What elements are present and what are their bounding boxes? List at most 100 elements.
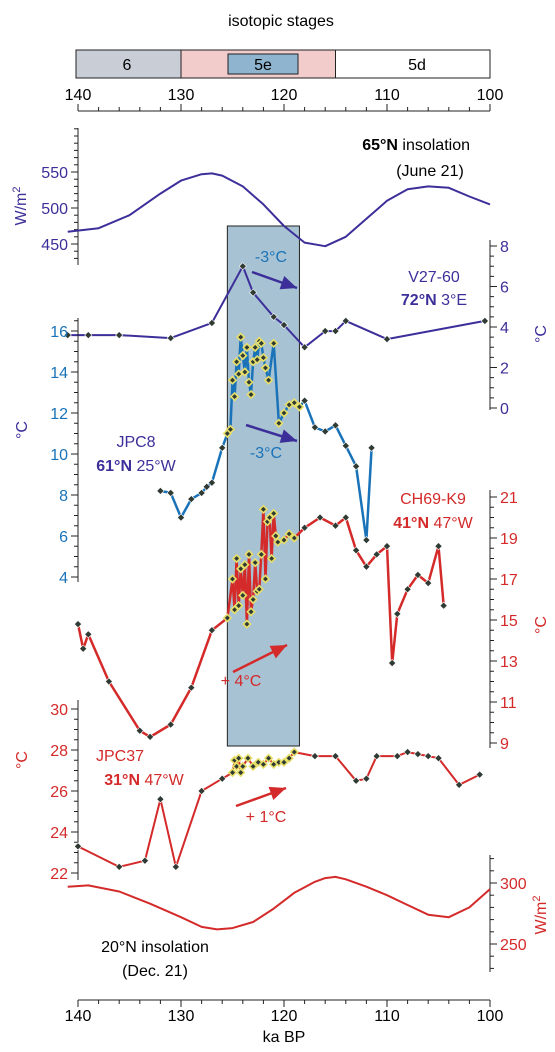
stage-label-5e: 5e bbox=[254, 57, 272, 74]
jpc8-data-point bbox=[240, 367, 250, 377]
ch69-name: CH69-K9 bbox=[400, 491, 466, 508]
jpc8-data-point bbox=[166, 488, 175, 497]
ch69-tick-label: 9 bbox=[500, 736, 509, 753]
jpc8-tick-label: 16 bbox=[50, 324, 68, 341]
insolation20-label: 20°N insolation (Dec. 21) bbox=[101, 939, 209, 980]
jpc8-data-point bbox=[246, 389, 256, 400]
v2760-label: V27-60 72°N 3°E bbox=[401, 269, 467, 309]
jpc8-data-point bbox=[242, 342, 252, 353]
jpc37-data-point bbox=[279, 757, 289, 768]
jpc8-label: JPC8 61°N 25°W bbox=[96, 434, 176, 475]
jpc8-arrow-head bbox=[279, 429, 297, 443]
time-tick-label: 100 bbox=[477, 1008, 504, 1025]
jpc37-arrow-head bbox=[268, 786, 286, 801]
jpc8-data-point bbox=[268, 338, 279, 349]
jpc8-data-point bbox=[362, 536, 371, 545]
insolation20-unit: W/m2 bbox=[531, 896, 550, 935]
ch69-data-point bbox=[372, 550, 381, 559]
insolation65-unit-sup: 2 bbox=[11, 187, 23, 193]
ch69-data-point bbox=[242, 619, 252, 629]
ch69-data-point bbox=[231, 553, 242, 564]
ch69-data-point bbox=[289, 533, 300, 543]
insolation65-word: insolation bbox=[398, 137, 470, 154]
time-tick-label: 120 bbox=[271, 87, 298, 104]
jpc8-data-point bbox=[258, 352, 269, 363]
v2760-data-point bbox=[249, 288, 258, 297]
v2760-data-point bbox=[115, 331, 124, 340]
jpc37-data-point bbox=[263, 753, 274, 763]
jpc8-data-point bbox=[263, 375, 274, 385]
jpc37-data-point bbox=[289, 747, 300, 757]
insolation20-line2: (Dec. 21) bbox=[122, 963, 188, 980]
jpc37-name: JPC37 bbox=[96, 748, 144, 765]
ch69-data-point bbox=[439, 601, 448, 610]
shaded-interval bbox=[226, 225, 300, 747]
insolation20-unit-main: W/m bbox=[533, 902, 550, 935]
ch69-data-point bbox=[73, 620, 83, 629]
ch69-data-point bbox=[413, 570, 422, 579]
jpc8-data-point bbox=[229, 391, 240, 402]
v2760-data-point bbox=[166, 334, 175, 343]
ch69-data-point bbox=[300, 523, 309, 532]
ch69-data-point bbox=[233, 600, 244, 611]
jpc8-data-point bbox=[244, 377, 254, 387]
time-tick-label: 130 bbox=[168, 1008, 195, 1025]
jpc37-data-point bbox=[156, 795, 165, 804]
svg-text:31°N 47°W: 31°N 47°W bbox=[104, 772, 184, 789]
ch69-data-point bbox=[250, 557, 260, 568]
ch69-data-point bbox=[104, 677, 113, 686]
jpc37-data-point bbox=[455, 780, 464, 789]
svg-text:W/m2: W/m2 bbox=[11, 187, 30, 226]
jpc8-data-point bbox=[207, 478, 216, 487]
jpc8-data-point bbox=[321, 427, 330, 436]
jpc8-lat: 61°N bbox=[96, 458, 132, 475]
jpc8-data-point bbox=[176, 513, 186, 522]
insolation65-tick-label: 550 bbox=[41, 165, 68, 182]
insolation20-series-line bbox=[67, 875, 491, 931]
isotopic-stages-title: isotopic stages bbox=[228, 13, 334, 30]
jpc8-data-point bbox=[218, 443, 227, 452]
jpc8-tick-label: 8 bbox=[59, 488, 68, 505]
ch69-data-point bbox=[382, 542, 392, 551]
jpc37-data-point bbox=[413, 750, 422, 759]
jpc8-data-point bbox=[279, 408, 289, 418]
jpc8-data-point bbox=[187, 495, 196, 504]
insolation65-unit: W/m2 bbox=[11, 187, 30, 226]
jpc37-tick-label: 28 bbox=[50, 743, 68, 760]
jpc8-tick-label: 12 bbox=[50, 406, 68, 423]
v2760-panel: 0 2 4 6 8 bbox=[63, 239, 509, 418]
jpc8-data-point bbox=[310, 423, 319, 432]
ch69-data-point bbox=[84, 630, 93, 639]
ch69-data-point bbox=[227, 574, 238, 584]
svg-text:65°N insolation: 65°N insolation bbox=[362, 137, 470, 154]
jpc37-data-point bbox=[227, 767, 238, 778]
insolation65-date: (June 21) bbox=[396, 163, 464, 180]
jpc8-data-point bbox=[289, 398, 300, 408]
ch69-data-point bbox=[434, 542, 443, 551]
ch69-data-point bbox=[254, 584, 265, 594]
ch69-lat: 41°N bbox=[393, 515, 429, 532]
jpc37-data-point bbox=[238, 761, 248, 772]
jpc37-data-point bbox=[248, 761, 258, 772]
ch69-data-point bbox=[362, 562, 371, 571]
insolation20-unit-sup: 2 bbox=[531, 896, 543, 902]
v2760-name: V27-60 bbox=[408, 269, 460, 286]
jpc8-data-point bbox=[238, 350, 248, 361]
jpc8-data-point bbox=[341, 441, 350, 450]
ch69-data-point bbox=[331, 521, 340, 530]
ch69-data-point bbox=[256, 549, 267, 560]
jpc8-data-point bbox=[227, 375, 238, 385]
time-tick-label: 140 bbox=[65, 87, 92, 104]
jpc8-tick-label: 14 bbox=[50, 365, 68, 382]
time-tick-label: 130 bbox=[168, 87, 195, 104]
ch69-data-point bbox=[222, 613, 233, 623]
v2760-arrow-head bbox=[279, 276, 297, 290]
jpc8-data-point bbox=[197, 488, 206, 497]
jpc37-label: JPC37 31°N 47°W bbox=[96, 748, 185, 789]
ch69-data-point bbox=[79, 644, 88, 653]
jpc37-data-point bbox=[434, 754, 443, 763]
jpc37-tick-label: 30 bbox=[50, 702, 68, 719]
ch69-tick-label: 17 bbox=[500, 572, 518, 589]
jpc8-data-point bbox=[156, 486, 165, 495]
